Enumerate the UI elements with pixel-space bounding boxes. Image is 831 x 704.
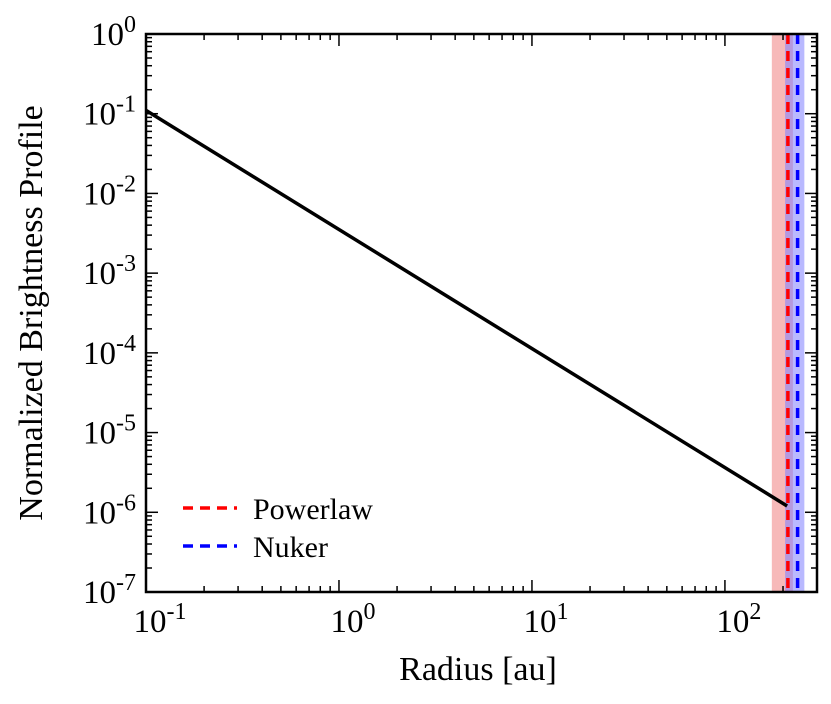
band-nuker [785, 34, 805, 592]
legend: Powerlaw Nuker [183, 493, 373, 564]
y-tick-label: 10-6 [83, 490, 136, 531]
x-tick-labels: 10-1 100 101 102 [134, 599, 762, 640]
legend-powerlaw-label: Powerlaw [253, 493, 373, 526]
y-axis-label: Normalized Brightness Profile [13, 105, 50, 520]
axis-ticks [145, 33, 818, 593]
y-tick-labels: 100 10-1 10-2 10-3 10-4 10-5 10-6 10-7 [83, 12, 136, 611]
y-tick-label: 10-3 [83, 251, 136, 292]
series-line-profile [145, 108, 789, 508]
x-axis-label: Radius [au] [399, 651, 557, 688]
x-tick-label: 101 [523, 599, 568, 640]
series-layer [145, 108, 789, 508]
y-tick-label: 10-1 [83, 92, 136, 133]
x-tick-label: 102 [716, 599, 761, 640]
y-tick-label: 10-2 [83, 171, 136, 212]
x-tick-label: 100 [330, 599, 375, 640]
y-tick-label: 10-5 [83, 411, 136, 452]
y-tick-label: 10-4 [83, 331, 136, 372]
legend-nuker-label: Nuker [253, 531, 328, 564]
y-tick-label: 100 [91, 12, 136, 53]
reference-lines [786, 34, 800, 592]
plot-frame [144, 32, 819, 594]
x-tick-label: 10-1 [134, 599, 187, 640]
y-tick-label: 10-7 [83, 570, 136, 611]
